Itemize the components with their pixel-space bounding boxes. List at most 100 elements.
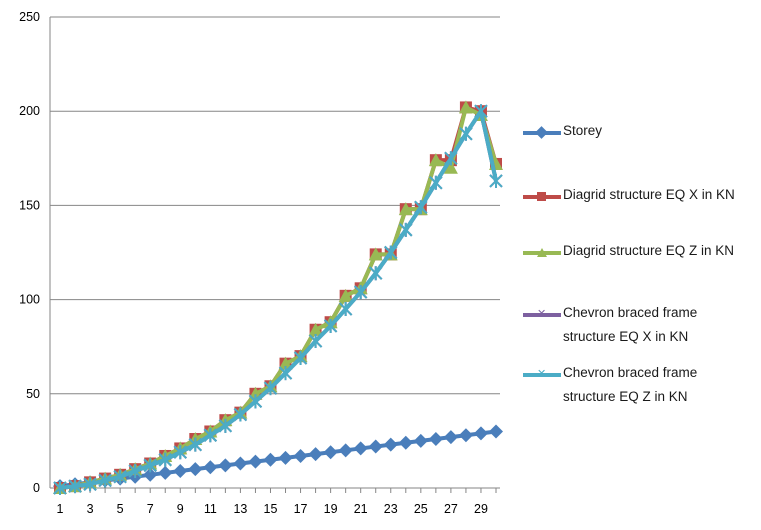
data-point bbox=[173, 464, 188, 479]
legend-swatch-marker bbox=[537, 192, 546, 201]
legend-swatch-diagrid-x bbox=[523, 190, 561, 204]
legend-swatch-marker bbox=[535, 126, 548, 139]
series-lines bbox=[53, 100, 503, 495]
legend-swatch-diagrid-z bbox=[523, 246, 561, 260]
x-tick-label: 13 bbox=[233, 502, 247, 516]
legend-label-chevron-z: Chevron braced frame structure EQ Z in K… bbox=[563, 361, 761, 409]
data-point bbox=[203, 460, 218, 475]
data-point bbox=[429, 175, 443, 190]
data-point bbox=[128, 464, 142, 479]
legend-label-line: Storey bbox=[563, 123, 603, 138]
data-point bbox=[308, 334, 323, 349]
data-point bbox=[278, 356, 293, 370]
data-point bbox=[368, 247, 383, 261]
data-point bbox=[218, 458, 233, 473]
data-point bbox=[293, 448, 308, 463]
legend-label-line: structure EQ X in KN bbox=[563, 329, 689, 344]
data-point bbox=[413, 433, 428, 448]
x-tick-label: 1 bbox=[57, 502, 64, 516]
x-tick-label: 11 bbox=[204, 502, 217, 516]
data-point bbox=[218, 418, 233, 433]
legend-label-storey: Storey bbox=[563, 119, 761, 143]
x-tick-label: 25 bbox=[414, 502, 428, 516]
data-point bbox=[369, 266, 383, 281]
gridlines bbox=[50, 16, 500, 395]
x-tick-label: 29 bbox=[474, 502, 488, 516]
data-point bbox=[338, 302, 353, 317]
x-tick-label: 23 bbox=[384, 502, 398, 516]
x-tick-label: 21 bbox=[354, 502, 368, 516]
data-point bbox=[143, 467, 158, 482]
data-point bbox=[188, 462, 203, 477]
legend-item-diagrid-z: Diagrid structure EQ Z in KN bbox=[523, 243, 761, 263]
data-point bbox=[233, 407, 248, 422]
series-4 bbox=[53, 104, 503, 495]
x-tick-label: 19 bbox=[324, 502, 338, 516]
data-point bbox=[248, 394, 263, 409]
legend-swatch-chevron-z: ✕ bbox=[523, 368, 561, 382]
x-tick-label: 17 bbox=[294, 502, 308, 516]
data-point bbox=[399, 222, 413, 237]
data-point bbox=[83, 477, 97, 492]
data-point bbox=[353, 285, 368, 300]
data-point bbox=[443, 430, 458, 445]
x-tick-label: 15 bbox=[264, 502, 278, 516]
data-point bbox=[398, 202, 413, 216]
data-point bbox=[233, 456, 248, 471]
x-tick-label: 9 bbox=[177, 502, 184, 516]
legend-label-line: structure EQ Z in KN bbox=[563, 389, 688, 404]
data-point bbox=[68, 479, 82, 494]
data-point bbox=[338, 443, 353, 458]
axes bbox=[49, 17, 500, 493]
x-tick-label: 7 bbox=[147, 502, 154, 516]
data-point bbox=[459, 126, 473, 141]
data-point bbox=[383, 437, 398, 452]
data-point bbox=[323, 445, 338, 460]
x-tick-label: 3 bbox=[87, 502, 94, 516]
legend-item-storey: Storey bbox=[523, 123, 761, 143]
data-point bbox=[443, 160, 458, 174]
data-point bbox=[158, 452, 172, 467]
data-point bbox=[458, 428, 473, 443]
legend-label-chevron-x: Chevron braced frame structure EQ X in K… bbox=[563, 301, 761, 349]
data-point bbox=[338, 288, 353, 302]
x-tick-label: 27 bbox=[444, 502, 458, 516]
legend-swatch-line bbox=[523, 313, 561, 317]
data-point bbox=[173, 445, 187, 460]
data-point bbox=[263, 381, 278, 396]
legend-swatch-marker: ✕ bbox=[537, 368, 547, 380]
y-tick-label: 50 bbox=[26, 387, 40, 401]
legend-swatch-marker bbox=[537, 248, 547, 257]
data-point bbox=[53, 481, 67, 495]
data-point bbox=[384, 245, 398, 260]
legend-item-diagrid-x: Diagrid structure EQ X in KN bbox=[523, 187, 761, 207]
data-point bbox=[398, 435, 413, 450]
data-point bbox=[143, 458, 157, 473]
data-point bbox=[428, 153, 443, 167]
legend-label-line: Chevron braced frame bbox=[563, 305, 698, 320]
legend-item-chevron-x: ✕ Chevron braced frame structure EQ X in… bbox=[523, 305, 761, 349]
data-point bbox=[458, 100, 473, 114]
data-point bbox=[428, 432, 443, 447]
data-point bbox=[323, 318, 338, 333]
data-point bbox=[188, 437, 203, 452]
legend-swatch-storey bbox=[523, 126, 561, 140]
legend-swatch-marker: ✕ bbox=[537, 308, 547, 320]
data-point bbox=[248, 454, 263, 469]
data-point bbox=[278, 366, 293, 381]
data-point bbox=[308, 447, 323, 462]
legend-label-diagrid-x: Diagrid structure EQ X in KN bbox=[563, 183, 761, 207]
data-point bbox=[489, 424, 503, 439]
legend-swatch-line bbox=[523, 373, 561, 377]
y-tick-label: 200 bbox=[19, 104, 40, 118]
data-point bbox=[473, 426, 488, 441]
data-point bbox=[293, 351, 308, 366]
legend-label-line: Diagrid structure EQ X in KN bbox=[563, 187, 735, 202]
data-point bbox=[368, 439, 383, 454]
data-point bbox=[278, 450, 293, 465]
y-tick-label: 150 bbox=[19, 198, 40, 212]
legend-item-chevron-z: ✕ Chevron braced frame structure EQ Z in… bbox=[523, 365, 761, 409]
legend-swatch-chevron-x: ✕ bbox=[523, 308, 561, 322]
